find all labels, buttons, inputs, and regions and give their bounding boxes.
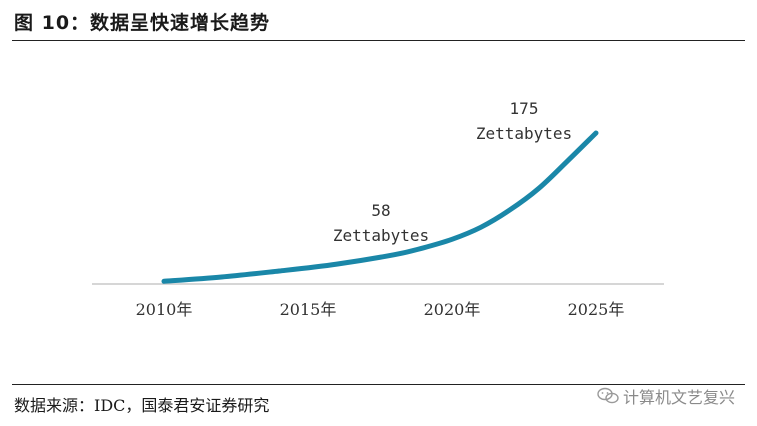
x-tick-label: 2010年 <box>136 300 193 319</box>
x-tick-label: 2020年 <box>424 300 481 319</box>
figure-title: 图 10：数据呈快速增长趋势 <box>14 12 271 34</box>
watermark-text: 计算机文艺复兴 <box>622 388 735 407</box>
watermark: 计算机文艺复兴 <box>597 384 735 408</box>
bottom-rule <box>12 384 745 385</box>
source-note: 数据来源：IDC，国泰君安证券研究 <box>14 396 270 415</box>
wechat-icon <box>597 387 619 404</box>
growth-line-chart: 2010年 2015年 2020年 2025年 58 Zettabytes 17… <box>92 99 664 319</box>
x-tick-label: 2025年 <box>568 300 625 319</box>
annotation-value: 58 <box>371 201 390 220</box>
annotation-value: 175 <box>510 99 539 118</box>
top-rule <box>12 40 745 41</box>
annotation-unit: Zettabytes <box>333 226 429 245</box>
x-tick-label: 2015年 <box>280 300 337 319</box>
series-line <box>161 130 599 284</box>
annotation-unit: Zettabytes <box>476 124 572 143</box>
